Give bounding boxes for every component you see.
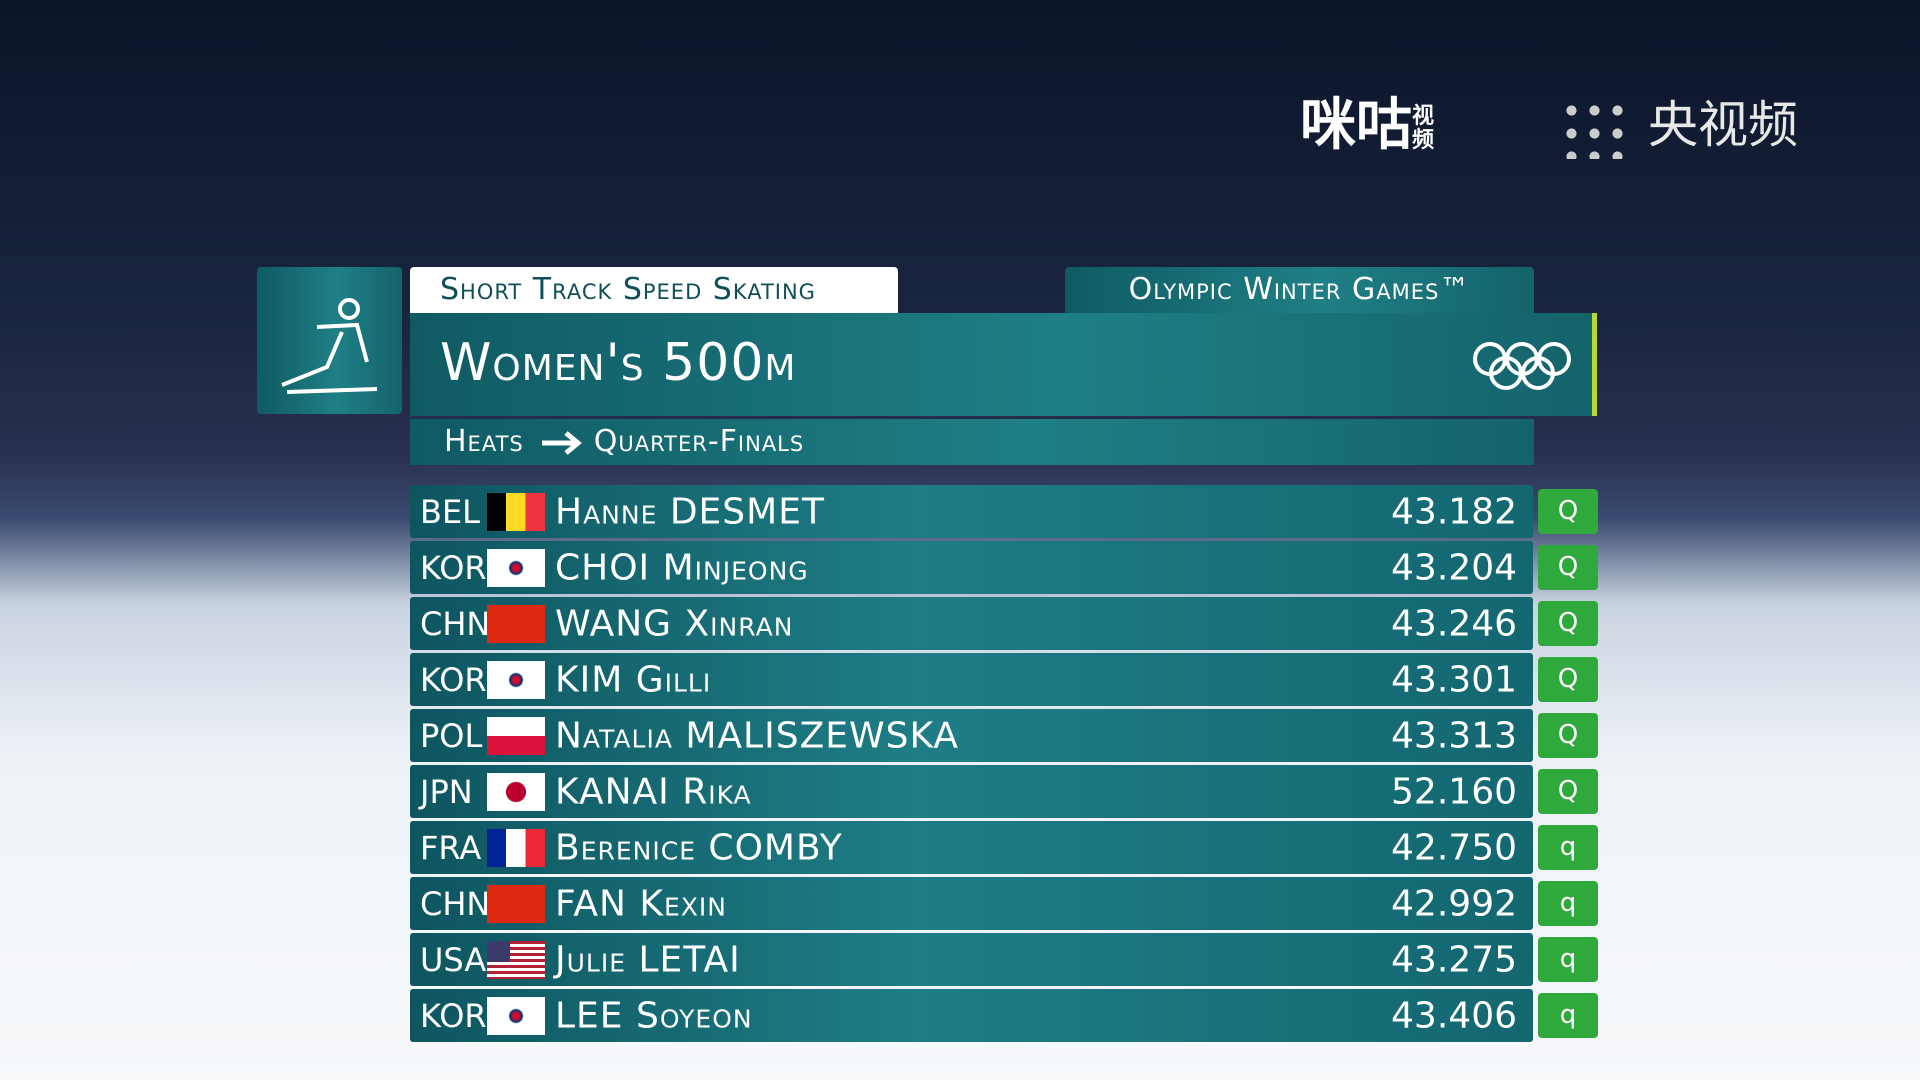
flag xyxy=(487,604,545,643)
result-row: KOR CHOI Minjeong 43.204 xyxy=(410,541,1533,594)
athlete-name: Berenice COMBY xyxy=(555,827,843,868)
country-code: BEL xyxy=(420,492,480,531)
qualification: q xyxy=(1538,937,1598,982)
cctv-logo: 央视频 xyxy=(1560,85,1798,159)
result-row: FRA Berenice COMBY 42.750 xyxy=(410,821,1533,874)
athlete-name: Julie LETAI xyxy=(555,939,741,980)
games-tab: Olympic Winter Games™ xyxy=(1065,267,1534,313)
logo-sub: 视频 xyxy=(1412,103,1435,153)
time: 43.246 xyxy=(1391,603,1517,644)
country-code: CHN xyxy=(420,604,491,643)
migu-logo: 咪咕视频 xyxy=(1300,80,1442,161)
country-code: CHN xyxy=(420,884,491,923)
country-code: JPN xyxy=(420,772,473,811)
event-band: Women's 500m xyxy=(410,313,1597,416)
time: 43.301 xyxy=(1391,659,1517,700)
qualification: q xyxy=(1538,825,1598,870)
flag xyxy=(487,884,545,923)
logo-text: 咪咕 xyxy=(1300,93,1412,158)
time: 43.406 xyxy=(1391,995,1517,1036)
qualification: Q xyxy=(1538,657,1598,702)
flag xyxy=(487,940,545,979)
logo-text: 央视频 xyxy=(1648,96,1798,154)
result-row: USA Julie LETAI 43.275 xyxy=(410,933,1533,986)
athlete-name: KIM Gilli xyxy=(555,659,712,700)
athlete-name: CHOI Minjeong xyxy=(555,547,809,588)
skater-icon xyxy=(281,298,378,394)
time: 43.313 xyxy=(1391,715,1517,756)
flag xyxy=(487,716,545,755)
result-row: JPN KANAI Rika 52.160 xyxy=(410,765,1533,818)
event-title: Women's 500m xyxy=(440,333,797,393)
flag xyxy=(487,996,545,1035)
athlete-name: KANAI Rika xyxy=(555,771,752,812)
result-row: CHN FAN Kexin 42.992 xyxy=(410,877,1533,930)
qualification: Q xyxy=(1538,713,1598,758)
time: 52.160 xyxy=(1391,771,1517,812)
time: 42.750 xyxy=(1391,827,1517,868)
qualification: Q xyxy=(1538,489,1598,534)
flag xyxy=(487,828,545,867)
flag xyxy=(487,660,545,699)
time: 42.992 xyxy=(1391,883,1517,924)
qualification: Q xyxy=(1538,769,1598,814)
round-to: Quarter-Finals xyxy=(593,424,805,459)
round-from: Heats xyxy=(444,424,524,459)
olympic-rings xyxy=(1473,342,1571,390)
athlete-name: WANG Xinran xyxy=(555,603,794,644)
country-code: KOR xyxy=(420,548,487,587)
qualification: Q xyxy=(1538,601,1598,646)
result-row: POL Natalia MALISZEWSKA 43.313 xyxy=(410,709,1533,762)
flag xyxy=(487,772,545,811)
country-code: KOR xyxy=(420,660,487,699)
athlete-name: FAN Kexin xyxy=(555,883,728,924)
result-row: KOR LEE Soyeon 43.406 xyxy=(410,989,1533,1042)
time: 43.275 xyxy=(1391,939,1517,980)
result-row: KOR KIM Gilli 43.301 xyxy=(410,653,1533,706)
qualification: q xyxy=(1538,881,1598,926)
country-code: KOR xyxy=(420,996,487,1035)
flag xyxy=(487,492,545,531)
logo-icon xyxy=(1560,98,1630,159)
sport-tab: Short Track Speed Skating xyxy=(410,267,898,313)
country-code: POL xyxy=(420,716,483,755)
time: 43.182 xyxy=(1391,491,1517,532)
athlete-name: Hanne DESMET xyxy=(555,491,825,532)
athlete-name: LEE Soyeon xyxy=(555,995,753,1036)
country-code: USA xyxy=(420,940,487,979)
time: 43.204 xyxy=(1391,547,1517,588)
country-code: FRA xyxy=(420,828,482,867)
pictogram xyxy=(257,267,402,414)
result-row: BEL Hanne DESMET 43.182 xyxy=(410,485,1533,538)
round-band: Heats Quarter-Finals xyxy=(410,419,1534,465)
arrow xyxy=(541,430,582,455)
qualification: Q xyxy=(1538,545,1598,590)
flag xyxy=(487,548,545,587)
athlete-name: Natalia MALISZEWSKA xyxy=(555,715,960,756)
qualification: q xyxy=(1538,993,1598,1038)
result-row: CHN WANG Xinran 43.246 xyxy=(410,597,1533,650)
